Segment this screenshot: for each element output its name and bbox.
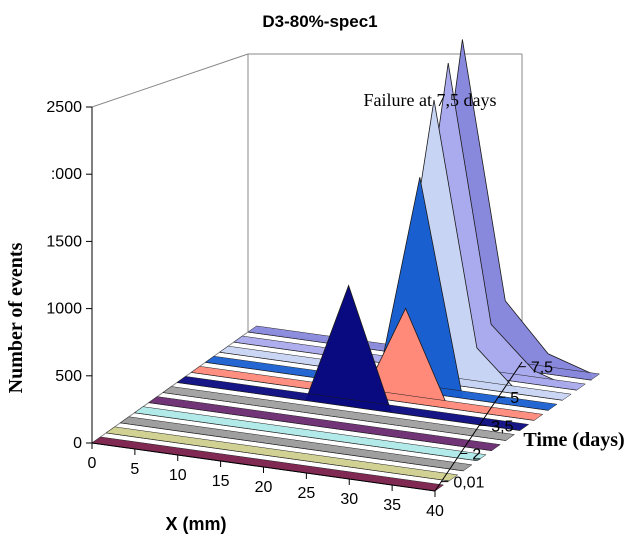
depth-tick-label: 7,5 <box>531 360 553 377</box>
y-tick-label: 1500 <box>46 233 82 250</box>
series-band-3 <box>133 406 487 461</box>
x-tick-label: 20 <box>255 479 273 496</box>
y-tick-label: 2500 <box>46 99 82 116</box>
x-tick-label: 10 <box>169 467 187 484</box>
depth-tick-label: 2 <box>472 446 481 463</box>
depth-tick-label: 0,01 <box>453 475 484 492</box>
x-tick-label: 5 <box>130 461 139 478</box>
chart-ridges <box>91 39 601 492</box>
y-tick-label: 500 <box>55 368 82 385</box>
series-band-6 <box>176 376 530 431</box>
depth-axis-line <box>434 361 523 492</box>
chart-annotation: Failure at 7,5 days <box>364 90 497 110</box>
x-tick-label: 30 <box>340 491 358 508</box>
depth-tick-label: 5 <box>510 390 519 407</box>
series-band-1 <box>105 426 459 482</box>
y-tick-label: 0 <box>73 435 82 452</box>
x-tick-label: 25 <box>297 485 315 502</box>
series-band-2 <box>119 416 473 472</box>
y-axis-label: Number of events <box>5 242 27 393</box>
chart-title: D3-80%-spec1 <box>262 12 377 31</box>
depth-tick-label: 3,5 <box>491 418 513 435</box>
x-axis-label: X (mm) <box>165 514 226 534</box>
depth-axis-label: Time (days) <box>523 429 624 451</box>
y-tick-label: :000 <box>51 166 82 183</box>
series-band-5 <box>162 386 516 441</box>
x-tick-label: 15 <box>212 473 230 490</box>
y-tick-label: 1000 <box>46 301 82 318</box>
x-tick-label: 35 <box>383 497 401 514</box>
back-wall-left-edge <box>91 53 249 108</box>
series-band-4 <box>148 396 501 451</box>
x-tick-label: 40 <box>426 503 444 520</box>
x-tick-label: 0 <box>88 455 97 472</box>
